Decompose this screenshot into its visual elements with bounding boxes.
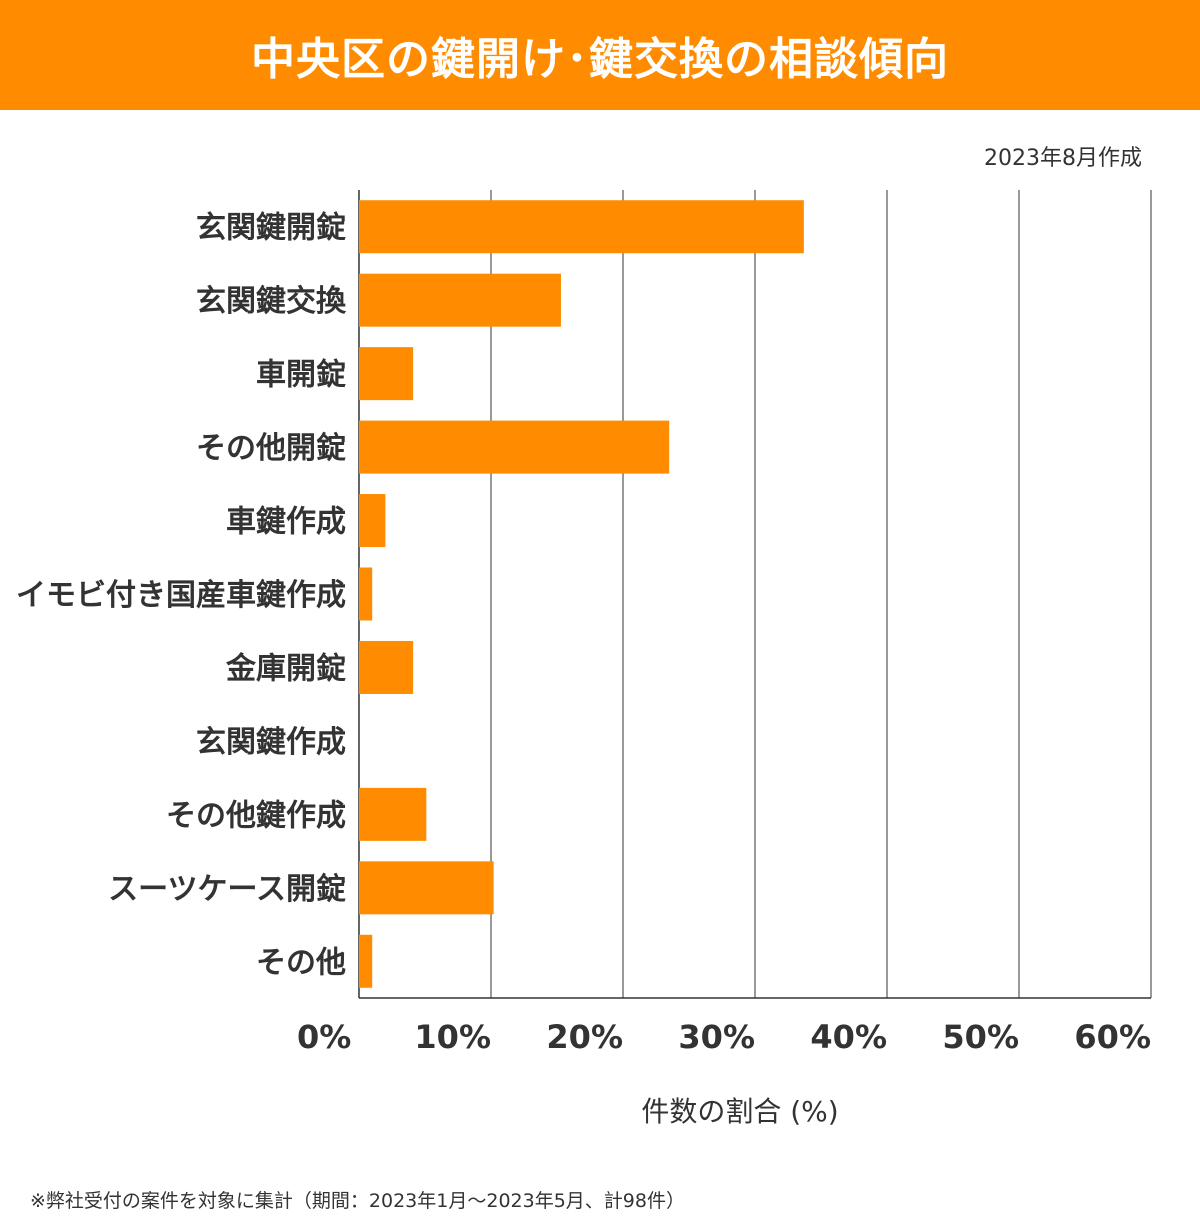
creation-date: 2023年8月作成 [984, 146, 1142, 171]
x-tick-label: 50% [942, 1018, 1019, 1056]
x-tick-label: 10% [414, 1018, 491, 1056]
category-label: 車鍵作成 [226, 505, 346, 540]
x-tick-label: 40% [810, 1018, 887, 1056]
bar [359, 273, 561, 327]
bar [359, 861, 494, 915]
bar [359, 787, 427, 841]
x-tick-label: 20% [546, 1018, 623, 1056]
category-label: スーツケース開錠 [108, 872, 346, 907]
category-label: その他鍵作成 [166, 798, 346, 833]
category-label: 車開錠 [256, 358, 346, 393]
x-tick-label: 60% [1074, 1018, 1151, 1056]
bar [359, 347, 414, 401]
bar [359, 200, 804, 254]
category-label: その他開錠 [196, 431, 346, 466]
bar [359, 934, 373, 988]
bar [359, 567, 373, 621]
category-label: イモビ付き国産車鍵作成 [16, 578, 346, 613]
category-label: 金庫開錠 [225, 651, 346, 686]
category-label: 玄関鍵交換 [196, 284, 347, 319]
x-tick-label: 30% [678, 1018, 755, 1056]
footnote: ※弊社受付の案件を対象に集計（期間：2023年1月～2023年5月、計98件） [30, 1190, 685, 1212]
title-banner: 中央区の鍵開け･鍵交換の相談傾向 [0, 0, 1200, 110]
category-label: 玄関鍵作成 [196, 725, 346, 760]
x-tick-label: 0% [297, 1018, 351, 1056]
bar [359, 640, 414, 694]
category-label: 玄関鍵開錠 [196, 211, 346, 246]
x-axis-label: 件数の割合 (%) [641, 1095, 839, 1128]
bar [359, 420, 670, 474]
chart-title: 中央区の鍵開け･鍵交換の相談傾向 [251, 34, 949, 85]
category-label: その他 [256, 945, 346, 980]
bar [359, 494, 386, 548]
